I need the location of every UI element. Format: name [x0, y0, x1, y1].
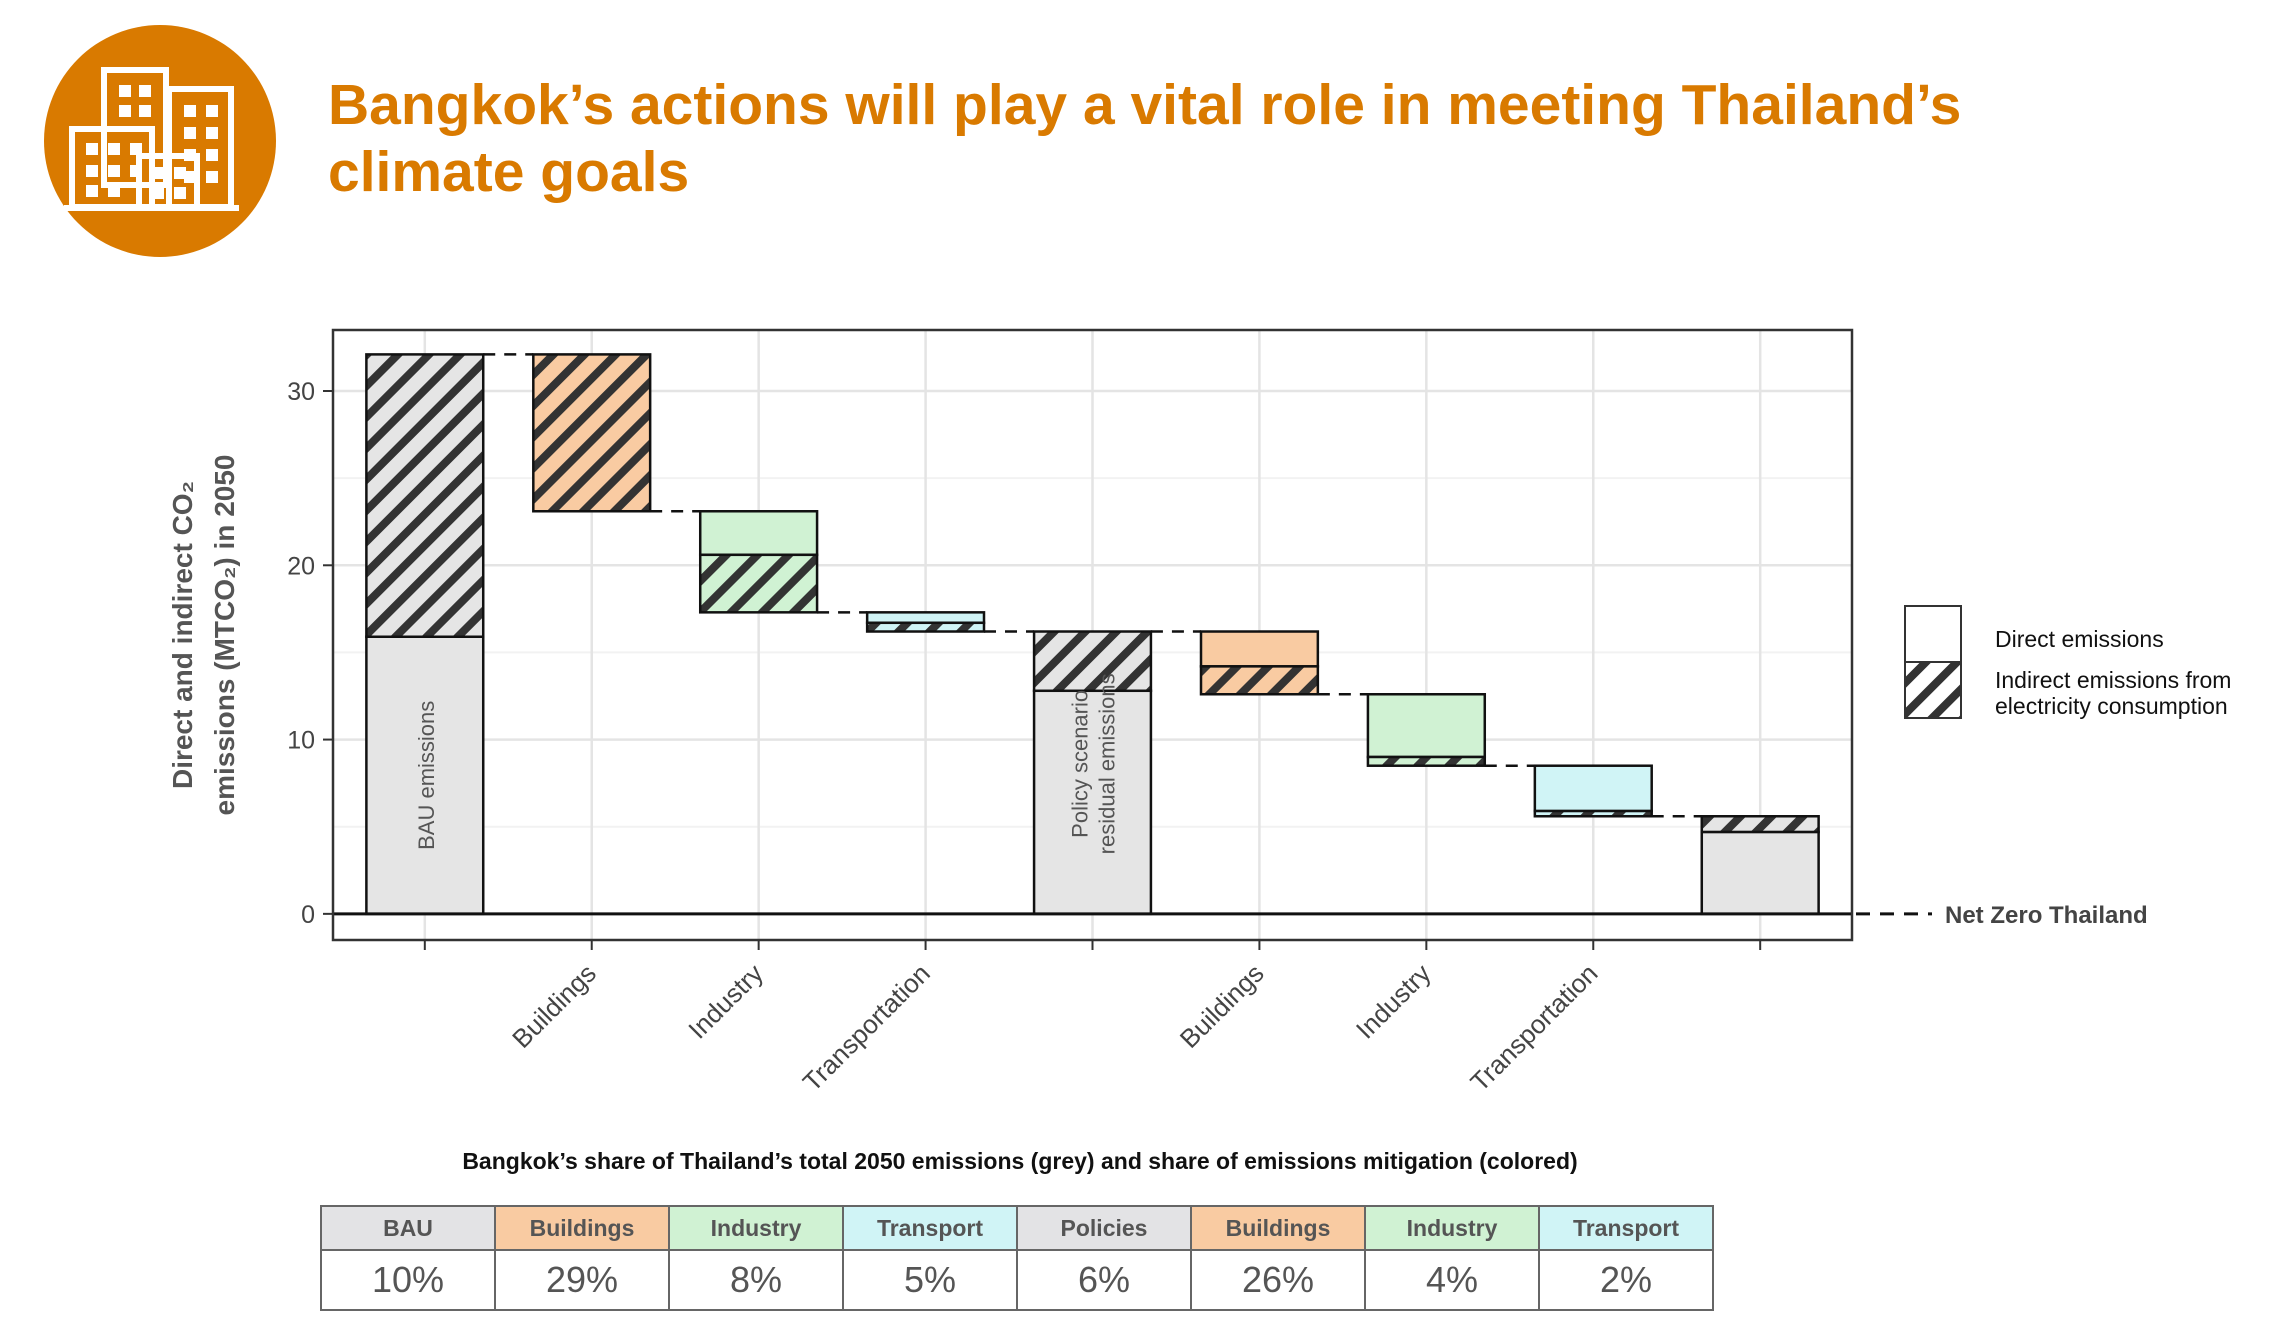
share-table: BAU Buildings Industry Transport Policies Bui…: [320, 1205, 1714, 1311]
y-tick-label: 30: [287, 378, 315, 406]
icon-window: [206, 127, 218, 139]
icon-window: [108, 143, 120, 155]
icon-window: [184, 127, 196, 139]
icon-window: [86, 143, 98, 155]
share-table-title: Bangkok’s share of Thailand’s total 2050…: [462, 1148, 1578, 1174]
icon-window: [174, 187, 186, 199]
x-category-label: Transportation: [1464, 958, 1603, 1097]
share-header-cell: Industry: [1364, 1205, 1540, 1251]
bar-direct-segment: [698, 510, 819, 557]
bar-direct-segment: [1366, 693, 1487, 759]
share-header-cell: Transport: [842, 1205, 1018, 1251]
share-header-cell: Buildings: [494, 1205, 670, 1251]
icon-window: [119, 105, 131, 117]
y-tick-label: 10: [287, 727, 315, 755]
share-value-cell: 6%: [1016, 1249, 1192, 1311]
icon-window: [139, 85, 151, 97]
bar-inner-label-line2: residual emissions: [1095, 673, 1120, 854]
icon-window: [119, 85, 131, 97]
bar-direct-segment: [1199, 630, 1320, 668]
page-title: Bangkok’s actions will play a vital role…: [328, 73, 1962, 204]
icon-window: [86, 185, 98, 197]
icon-window: [86, 165, 98, 177]
share-value-cell: 26%: [1190, 1249, 1366, 1311]
x-category-label: Buildings: [1174, 958, 1270, 1054]
icon-window: [174, 167, 186, 179]
icon-window: [108, 185, 120, 197]
bar-indirect-segment: [865, 621, 986, 633]
x-category-label: Industry: [682, 958, 769, 1045]
share-value-cell: 5%: [842, 1249, 1018, 1311]
share-table-header-row: BAU Buildings Industry Transport Policies Bui…: [320, 1205, 1714, 1251]
share-header-cell: Industry: [668, 1205, 844, 1251]
legend-label-direct: Direct emissions: [1995, 626, 2164, 652]
bar-direct-segment: [365, 635, 485, 916]
bar-inner-label-line1: Policy scenario: [1068, 690, 1093, 838]
bar-indirect-segment: [1700, 815, 1820, 834]
bar-indirect-segment: [365, 353, 485, 638]
icon-window: [184, 149, 196, 161]
plot-border: [331, 328, 1854, 942]
icon-window: [152, 167, 164, 179]
bar-indirect-segment: [698, 553, 819, 614]
x-category-label: Transportation: [797, 958, 936, 1097]
bar-direct-segment: [1533, 764, 1653, 813]
icon-window: [139, 105, 151, 117]
bar-indirect-segment: [1199, 665, 1320, 696]
city-buildings-icon: [44, 25, 276, 257]
share-header-cell: Transport: [1538, 1205, 1714, 1251]
y-tick-label: 20: [287, 552, 315, 580]
city-buildings-icon-svg: [44, 25, 276, 257]
icon-window: [184, 171, 196, 183]
bar-direct-segment: [865, 611, 986, 625]
waterfall-chart: 0 10 20 30 BAU emissions Buildings Industry Tra…: [167, 328, 2231, 1097]
x-category-label: Buildings: [506, 958, 602, 1054]
legend-key-direct: [1904, 605, 1962, 663]
share-value-cell: 4%: [1364, 1249, 1540, 1311]
share-table-value-row: 10% 29% 8% 5% 6% 26% 4% 2%: [320, 1249, 1714, 1311]
share-value-cell: 8%: [668, 1249, 844, 1311]
bar-direct-segment: [1700, 830, 1820, 916]
icon-window: [206, 171, 218, 183]
share-header-cell: BAU: [320, 1205, 496, 1251]
icon-window: [152, 187, 164, 199]
legend-key-indirect: [1904, 661, 1962, 719]
icon-window: [130, 143, 142, 155]
share-value-cell: 2%: [1538, 1249, 1714, 1311]
y-axis-title-line2: emissions (MTCO₂) in 2050: [209, 455, 240, 816]
icon-window: [130, 165, 142, 177]
bar-indirect-segment: [1533, 809, 1653, 818]
icon-window: [184, 105, 196, 117]
share-header-cell: Policies: [1016, 1205, 1192, 1251]
x-category-label: Industry: [1350, 958, 1437, 1045]
bar-indirect-segment: [1032, 630, 1153, 693]
bar-indirect-segment: [1366, 755, 1487, 767]
y-tick-label: 0: [301, 901, 315, 929]
bar-indirect-segment: [532, 353, 652, 513]
bar-inner-label: BAU emissions: [414, 701, 439, 850]
icon-window: [206, 149, 218, 161]
legend-label-indirect-line1: Indirect emissions from: [1995, 667, 2231, 693]
share-header-cell: Buildings: [1190, 1205, 1366, 1251]
legend-label-indirect-line2: electricity consumption: [1995, 693, 2228, 719]
icon-window: [108, 165, 120, 177]
share-value-cell: 10%: [320, 1249, 496, 1311]
net-zero-label: Net Zero Thailand: [1945, 902, 2148, 929]
y-axis-title-line1: Direct and indirect CO₂: [167, 481, 198, 789]
bar-direct-segment: [1032, 689, 1153, 916]
icon-window: [206, 105, 218, 117]
share-value-cell: 29%: [494, 1249, 670, 1311]
